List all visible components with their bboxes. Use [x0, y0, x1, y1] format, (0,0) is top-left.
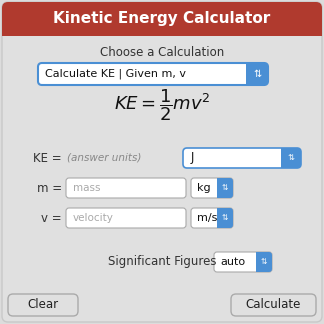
FancyBboxPatch shape — [214, 252, 272, 272]
Text: m =: m = — [37, 181, 62, 194]
Text: Calculate: Calculate — [246, 298, 301, 311]
Text: (answer units): (answer units) — [67, 153, 141, 163]
Text: KE =: KE = — [33, 152, 62, 165]
Text: Calculate KE | Given m, v: Calculate KE | Given m, v — [45, 69, 186, 79]
FancyBboxPatch shape — [281, 148, 301, 168]
Text: Significant Figures: Significant Figures — [108, 256, 216, 269]
FancyBboxPatch shape — [2, 2, 322, 36]
FancyBboxPatch shape — [256, 252, 272, 272]
Text: auto: auto — [220, 257, 245, 267]
FancyBboxPatch shape — [183, 148, 301, 168]
Text: kg: kg — [197, 183, 211, 193]
FancyBboxPatch shape — [8, 294, 78, 316]
Text: ⇅: ⇅ — [222, 183, 228, 192]
Text: ⇅: ⇅ — [222, 214, 228, 223]
FancyBboxPatch shape — [2, 22, 322, 36]
FancyBboxPatch shape — [256, 252, 264, 272]
FancyBboxPatch shape — [217, 208, 225, 228]
FancyBboxPatch shape — [217, 208, 233, 228]
Text: ⇅: ⇅ — [253, 69, 261, 79]
Text: Kinetic Energy Calculator: Kinetic Energy Calculator — [53, 11, 271, 27]
Text: v =: v = — [41, 212, 62, 225]
FancyBboxPatch shape — [281, 148, 291, 168]
FancyBboxPatch shape — [231, 294, 316, 316]
FancyBboxPatch shape — [246, 63, 268, 85]
Text: ⇅: ⇅ — [261, 258, 267, 267]
FancyBboxPatch shape — [38, 63, 268, 85]
FancyBboxPatch shape — [191, 208, 233, 228]
FancyBboxPatch shape — [66, 178, 186, 198]
FancyBboxPatch shape — [191, 178, 233, 198]
FancyBboxPatch shape — [246, 63, 257, 85]
Text: J: J — [191, 152, 194, 165]
FancyBboxPatch shape — [217, 178, 225, 198]
Text: $KE = \dfrac{1}{2}mv^{2}$: $KE = \dfrac{1}{2}mv^{2}$ — [114, 87, 210, 123]
Text: Choose a Calculation: Choose a Calculation — [100, 45, 224, 59]
Text: Clear: Clear — [28, 298, 59, 311]
FancyBboxPatch shape — [66, 208, 186, 228]
FancyBboxPatch shape — [217, 178, 233, 198]
Text: ⇅: ⇅ — [287, 154, 295, 163]
Text: velocity: velocity — [73, 213, 114, 223]
Text: mass: mass — [73, 183, 100, 193]
Text: m/s: m/s — [197, 213, 217, 223]
FancyBboxPatch shape — [2, 2, 322, 322]
